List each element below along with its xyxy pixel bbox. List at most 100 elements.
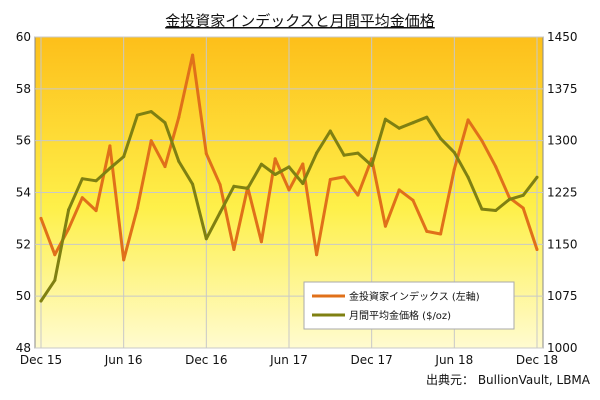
gold-price-point (273, 173, 277, 176)
gold-price-point (80, 177, 84, 181)
gold-price-point (149, 110, 153, 114)
gold-price-point (232, 184, 236, 188)
source-note: 出典元： BullionVault, LBMA (426, 373, 591, 387)
investor-index-point (94, 209, 98, 213)
gold-price-point (259, 162, 263, 166)
investor-index-point (232, 248, 236, 251)
investor-index-point (466, 118, 470, 122)
x-tick-label: Jun 17 (269, 353, 308, 367)
y-left-tick-label: 60 (16, 30, 31, 44)
y-left-tick-label: 54 (16, 186, 31, 200)
investor-index-point (411, 198, 415, 202)
investor-index-point (135, 206, 139, 210)
gold-price-point (439, 137, 443, 141)
gold-price-point (94, 179, 98, 183)
investor-index-point (287, 188, 291, 192)
investor-index-point (39, 216, 43, 220)
gold-price-point (356, 151, 360, 155)
gold-price-point (39, 299, 43, 303)
y-right-tick-label: 1150 (547, 237, 578, 251)
gold-price-point (163, 121, 167, 125)
gold-price-point (480, 207, 484, 211)
legend-label-index: 金投資家インデックス (左軸) (349, 290, 480, 303)
gold-price-point (452, 150, 456, 154)
y-right-tick-label: 1450 (547, 30, 578, 44)
gold-price-point (287, 165, 291, 169)
investor-index-point (177, 115, 181, 119)
x-tick-label: Dec 17 (351, 353, 393, 367)
investor-index-point (342, 175, 346, 179)
gold-price-point (397, 126, 401, 130)
investor-index-point (149, 139, 153, 143)
gold-price-point (191, 182, 195, 186)
x-tick-label: Dec 16 (185, 353, 227, 367)
investor-index-point (494, 165, 498, 169)
gold-price-point (425, 115, 429, 119)
investor-index-point (452, 167, 456, 171)
gold-price-point (466, 175, 470, 179)
investor-index-point (397, 188, 401, 192)
gold-price-point (507, 197, 511, 201)
x-tick-label: Dec 18 (516, 353, 558, 367)
gold-price-point (218, 211, 222, 214)
y-right-tick-label: 1300 (547, 134, 578, 148)
investor-index-point (80, 196, 84, 200)
gold-price-point (122, 155, 126, 159)
y-left-tick-label: 50 (16, 289, 31, 303)
legend: 金投資家インデックス (左軸) 月間平均金価格 ($/oz) (303, 281, 515, 330)
gold-price-point (535, 175, 539, 179)
gold-price-point (328, 129, 332, 133)
gold-price-point (177, 159, 181, 163)
axes: 48 50 52 54 56 58 60 1000 1075 1150 1225 1300 1375 14… (16, 30, 578, 367)
investor-index-point (425, 229, 429, 233)
investor-index-point (259, 240, 263, 244)
y-left-tick-label: 48 (16, 341, 31, 355)
gold-price-point (315, 151, 319, 155)
investor-index-point (204, 152, 208, 156)
gridlines (35, 36, 543, 349)
chart-title: 金投資家インデックスと月間平均金価格 (165, 12, 435, 30)
y-right-tick-label: 1000 (547, 341, 578, 355)
legend-box (303, 281, 515, 330)
investor-index-point (315, 253, 319, 257)
investor-index-point (191, 53, 195, 57)
y-left-tick-label: 58 (16, 82, 31, 96)
series-layer (39, 53, 539, 303)
investor-index-point (273, 157, 277, 161)
gold-price-point (53, 278, 57, 282)
investor-index-point (301, 162, 305, 166)
gold-price-point (370, 164, 374, 167)
x-tick-label: Jun 18 (434, 353, 473, 367)
investor-index-point (108, 144, 112, 148)
y-right-tick-label: 1375 (547, 82, 578, 96)
x-tick-label: Jun 16 (104, 353, 143, 367)
gold-price-point (411, 121, 415, 125)
investor-index-point (439, 232, 443, 236)
investor-index-point (535, 248, 539, 251)
investor-index-point (356, 193, 360, 197)
gold-price-point (108, 166, 112, 170)
investor-index-point (67, 227, 71, 231)
investor-index-point (383, 224, 387, 228)
investor-index-point (218, 183, 222, 187)
y-right-tick-label: 1225 (547, 186, 578, 200)
gold-price-point (301, 182, 305, 185)
gold-price-point (494, 209, 498, 212)
gold-price-point (135, 113, 139, 117)
y-left-tick-label: 56 (16, 134, 31, 148)
y-right-tick-label: 1075 (547, 289, 578, 303)
investor-index-point (328, 178, 332, 181)
investor-index-point (480, 139, 484, 143)
y-left-tick-label: 52 (16, 237, 31, 251)
gold-price-point (67, 208, 71, 212)
gold-price-point (246, 186, 250, 190)
gold-price-point (521, 193, 525, 197)
gold-price-point (342, 153, 346, 157)
investor-index-point (521, 206, 525, 210)
investor-index-point (163, 165, 167, 169)
x-tick-label: Dec 15 (20, 353, 62, 367)
gold-price-point (383, 117, 387, 121)
legend-label-price: 月間平均金価格 ($/oz) (349, 309, 451, 322)
investor-index-point (122, 258, 126, 262)
investor-index-point (53, 253, 57, 257)
